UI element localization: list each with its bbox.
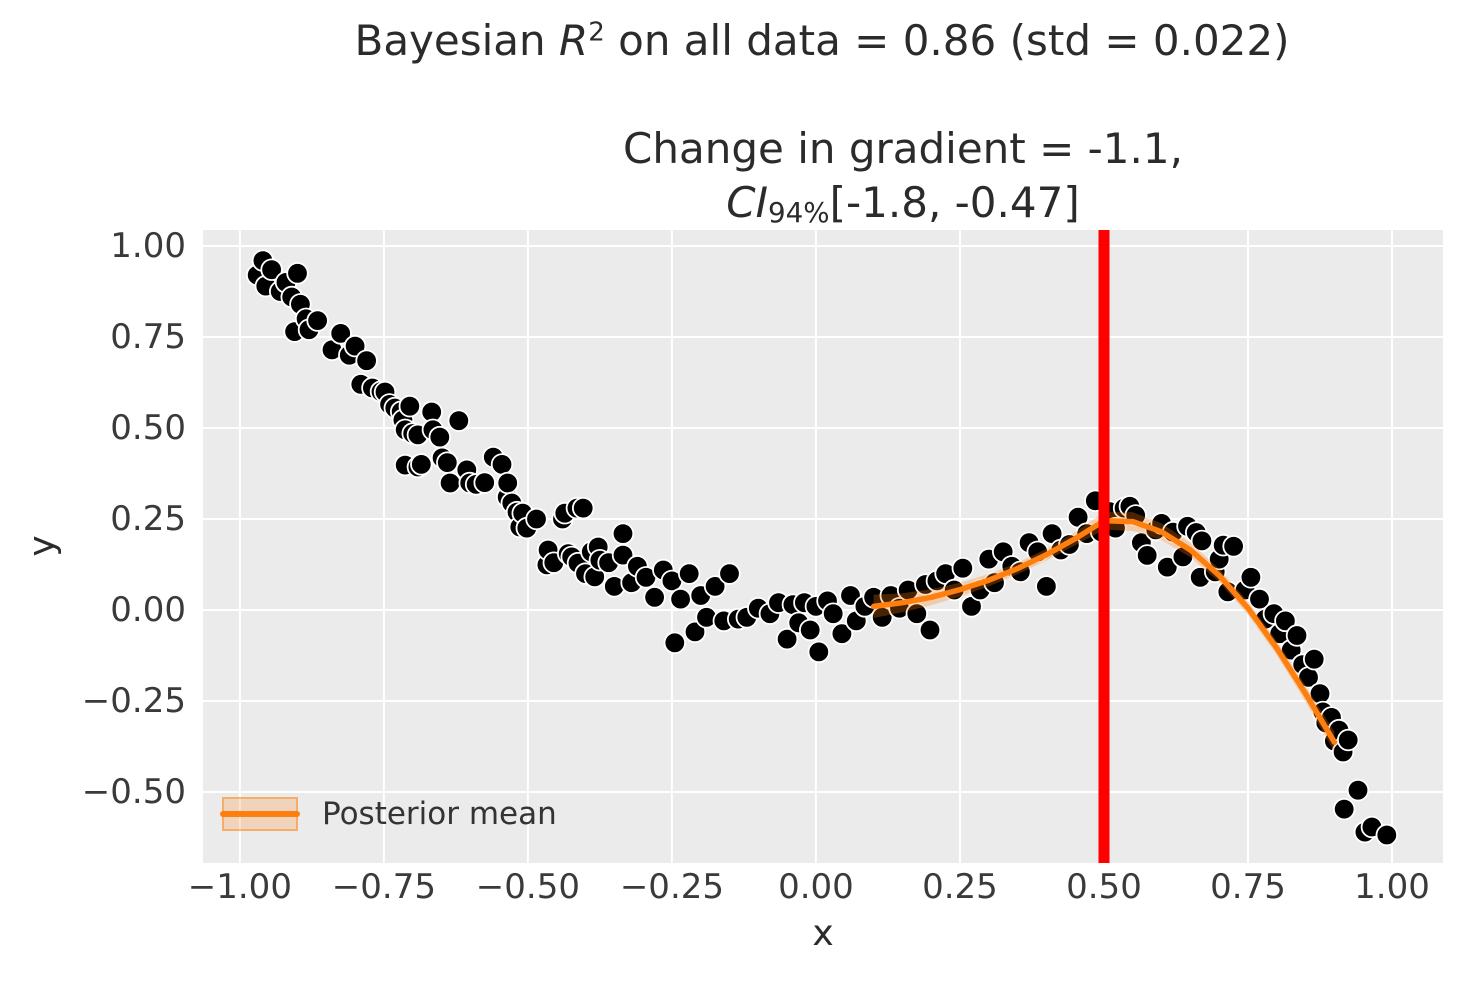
data-point (830, 622, 854, 645)
data-point (398, 394, 422, 418)
y-tick-label: 1.00 (110, 226, 186, 267)
data-point (1285, 624, 1309, 647)
chart-subtitle: Change in gradient = -1.1, CI94%[-1.8, -… (623, 122, 1183, 230)
subtitle-ci-symbol: CI (726, 177, 768, 227)
data-point (1274, 609, 1297, 633)
plot-svg (203, 230, 1443, 863)
data-point (260, 258, 283, 281)
data-point (663, 631, 687, 655)
x-tick-label: 0.75 (1210, 867, 1286, 907)
data-point (1156, 555, 1179, 579)
y-tick-label: 0.50 (110, 408, 186, 449)
data-point (678, 562, 701, 585)
subtitle-line2: CI94%[-1.8, -0.47] (623, 176, 1183, 230)
data-point (1336, 728, 1360, 752)
data-point (1035, 575, 1058, 598)
title-text-pre: Bayesian (354, 16, 560, 65)
y-tick-label: 0.00 (110, 590, 186, 631)
data-point (918, 618, 942, 642)
data-point (447, 409, 471, 432)
x-tick-label: −0.25 (619, 867, 725, 907)
x-tick-label: 1.00 (1354, 867, 1430, 907)
y-axis-label: y (21, 535, 63, 557)
title-r-symbol: R (559, 16, 589, 65)
data-point (1332, 797, 1356, 821)
data-point (329, 322, 352, 345)
data-point (822, 602, 845, 625)
data-point (1136, 544, 1159, 567)
title-r-exponent: 2 (588, 17, 605, 48)
data-point (436, 451, 459, 474)
data-point (1375, 823, 1399, 847)
data-point (799, 618, 822, 642)
data-point (1346, 779, 1370, 802)
y-tick-label: −0.25 (81, 681, 186, 722)
data-point (496, 471, 519, 495)
data-point (490, 453, 514, 476)
data-point (473, 471, 496, 494)
title-text-post: on all data = 0.86 (std = 0.022) (604, 16, 1290, 65)
data-point (718, 562, 741, 585)
x-tick-label: 0.00 (778, 867, 854, 907)
data-point (1190, 529, 1214, 553)
data-point (1239, 566, 1263, 589)
subtitle-ci-interval: [-1.8, -0.47] (829, 177, 1080, 227)
data-point (807, 640, 831, 664)
chart-title: Bayesian R2 on all data = 0.86 (std = 0.… (355, 16, 1290, 65)
y-tick-label: 0.25 (110, 499, 186, 540)
plot-background (203, 230, 1443, 863)
legend-swatch-posterior-mean (220, 797, 300, 831)
data-point (951, 557, 975, 580)
x-tick-label: −1.00 (187, 867, 292, 907)
subtitle-line1: Change in gradient = -1.1, (623, 124, 1183, 173)
data-point (343, 334, 367, 358)
data-point (525, 507, 548, 531)
x-tick-label: 0.50 (1066, 867, 1142, 907)
legend: Posterior mean (220, 796, 557, 832)
x-tick-label: −0.50 (475, 867, 580, 907)
data-point (775, 627, 799, 651)
data-point (905, 602, 929, 625)
data-point (643, 586, 666, 609)
x-tick-label: 0.25 (922, 867, 998, 907)
x-tick-label: −0.75 (331, 867, 436, 907)
data-point (355, 349, 378, 372)
plot-area (203, 230, 1443, 863)
subtitle-ci-subscript: 94% (768, 195, 830, 229)
x-axis-label: x (812, 913, 834, 954)
data-point (572, 496, 595, 520)
data-point (683, 620, 707, 644)
y-tick-label: 0.75 (110, 317, 186, 358)
data-point (703, 575, 727, 598)
data-point (669, 587, 692, 611)
data-point (286, 262, 309, 285)
data-point (1302, 648, 1326, 671)
data-point (1248, 587, 1271, 611)
data-point (428, 425, 452, 449)
y-tick-label: −0.50 (81, 772, 186, 813)
legend-line-sample (220, 811, 300, 817)
data-point (611, 522, 635, 545)
data-point (306, 309, 329, 332)
data-point (1222, 535, 1245, 558)
data-point (410, 453, 433, 476)
legend-label: Posterior mean (322, 796, 557, 832)
